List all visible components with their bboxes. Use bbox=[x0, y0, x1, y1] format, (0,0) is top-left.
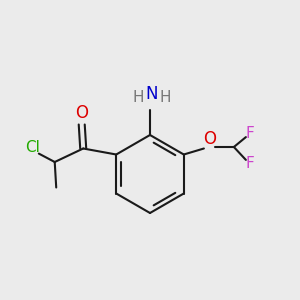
Text: H: H bbox=[159, 90, 171, 105]
Text: F: F bbox=[245, 126, 254, 141]
Text: N: N bbox=[145, 85, 158, 103]
Text: H: H bbox=[133, 90, 144, 105]
Text: Cl: Cl bbox=[26, 140, 40, 155]
Text: O: O bbox=[75, 104, 88, 122]
Text: O: O bbox=[203, 130, 216, 148]
Text: F: F bbox=[245, 156, 254, 171]
